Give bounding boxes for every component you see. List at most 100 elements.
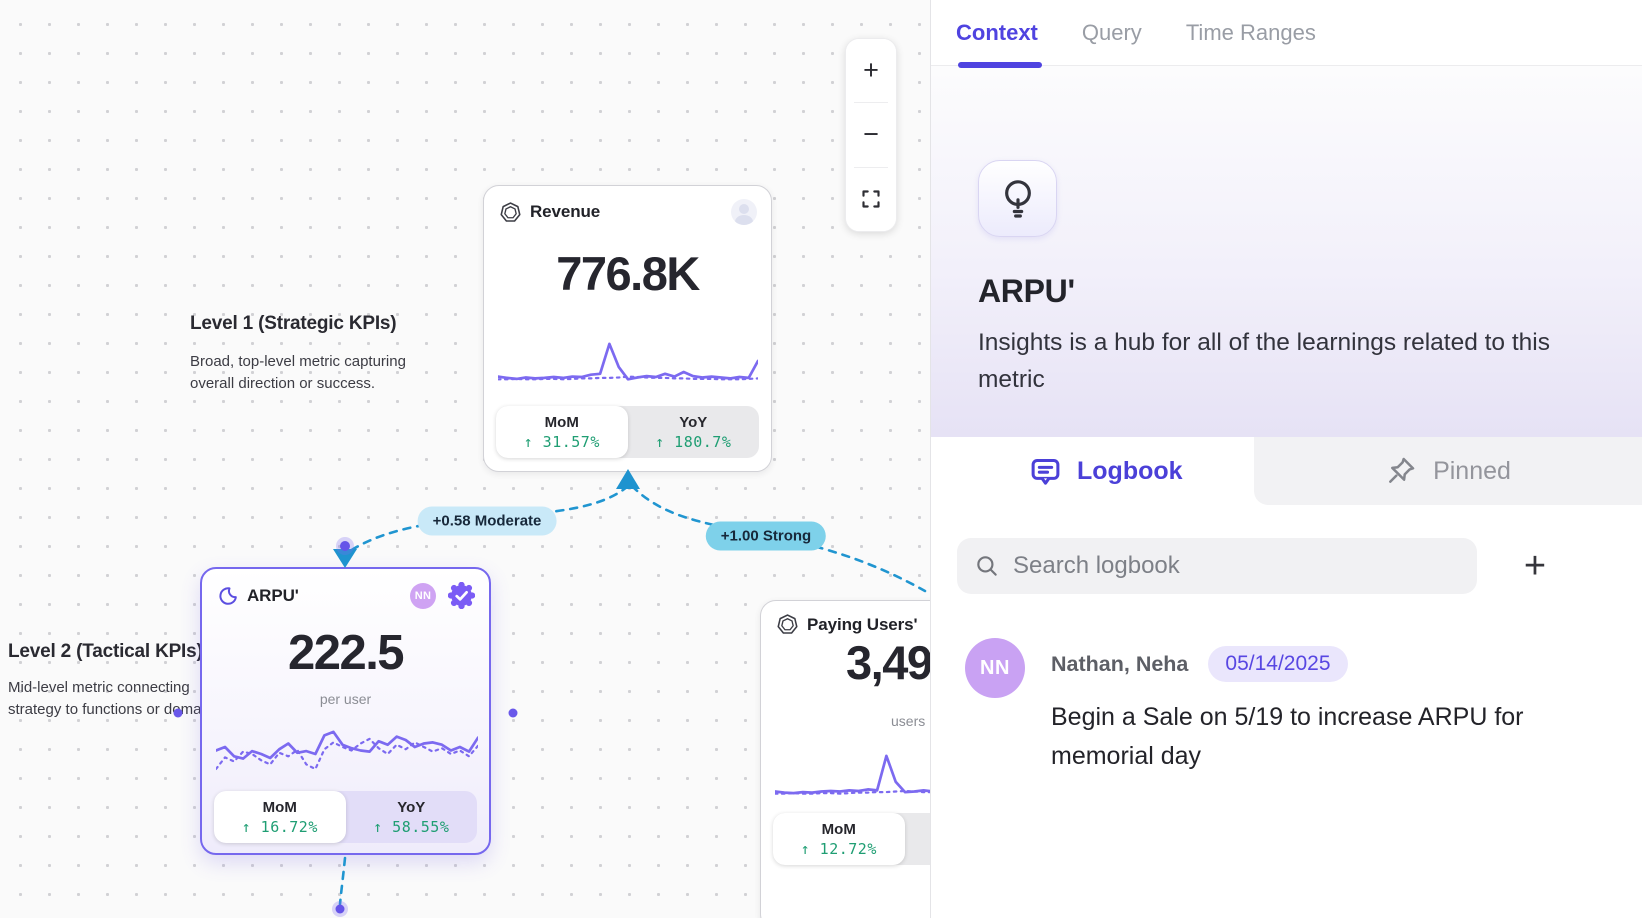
correlation-label-strong[interactable]: +1.00 Strong — [705, 521, 827, 551]
entry-author: Nathan, Neha — [1051, 651, 1189, 676]
arpu-card-header: ARPU' NN — [218, 582, 475, 609]
edge-arrow-into-arpu — [333, 549, 357, 568]
paying-users-footer: MoM ↑ 12.72% — [773, 813, 930, 865]
tab-query[interactable]: Query — [1081, 19, 1142, 45]
paying-users-yoy-toggle[interactable] — [905, 813, 931, 865]
logbook-pinned-tabs: Logbook Pinned — [931, 437, 1642, 505]
logbook-search-row: + — [957, 538, 1616, 594]
logbook-entry[interactable]: NN Nathan, Neha 05/14/2025 Begin a Sale … — [965, 638, 1616, 776]
mom-label: MoM — [544, 413, 579, 431]
search-box — [957, 538, 1477, 594]
revenue-mom-toggle[interactable]: MoM ↑ 31.57% — [496, 406, 628, 458]
metric-card-arpu[interactable]: ARPU' NN 222.5 per user MoM ↑ 16.72% — [200, 567, 491, 855]
arpu-value: 222.5 — [287, 626, 405, 680]
lightbulb-icon — [1004, 179, 1031, 218]
mom-value: ↑ 31.57% — [523, 432, 600, 451]
correlation-label-moderate[interactable]: +0.58 Moderate — [417, 506, 557, 536]
arpu-top-handle-halo — [336, 537, 354, 555]
revenue-owner-avatar — [731, 199, 757, 225]
entry-content: Nathan, Neha 05/14/2025 Begin a Sale on … — [1051, 638, 1616, 776]
fit-view-button[interactable] — [846, 167, 896, 231]
metric-hexagon-icon — [500, 201, 521, 222]
arpu-sparkline — [216, 730, 478, 771]
mom-value: ↑ 12.72% — [800, 839, 877, 858]
metric-card-paying-users[interactable]: Paying Users' 3,49 users MoM ↑ 12.72% — [760, 600, 930, 918]
level-2-description-line1: Mid-level metric connecting — [8, 679, 190, 696]
mom-value: ↑ 16.72% — [241, 817, 318, 836]
divider — [854, 102, 888, 104]
verified-badge-icon — [448, 582, 475, 609]
yoy-value: ↑ 58.55% — [373, 817, 450, 836]
revenue-value: 776.8K — [556, 247, 700, 300]
tab-pinned[interactable]: Pinned — [1254, 437, 1642, 505]
tab-context[interactable]: Context — [956, 19, 1038, 45]
paying-users-card-header: Paying Users' — [777, 614, 930, 635]
tab-time-ranges[interactable]: Time Ranges — [1185, 19, 1316, 45]
level-2-annotation[interactable]: Level 2 (Tactical KPIs) Mid-level metric… — [8, 641, 225, 721]
arpu-right-handle[interactable] — [508, 708, 518, 718]
metric-hexagon-icon — [777, 614, 798, 634]
level-1-description: Broad, top-level metric capturing overal… — [190, 353, 406, 392]
arpu-owner-badge: NN — [410, 582, 436, 609]
paying-users-card-title: Paying Users' — [807, 614, 918, 634]
arpu-mom-toggle[interactable]: MoM ↑ 16.72% — [214, 791, 346, 843]
level-1-annotation[interactable]: Level 1 (Strategic KPIs) Broad, top-leve… — [190, 313, 430, 395]
logbook-chat-icon — [1031, 458, 1060, 485]
pinned-label: Pinned — [1433, 456, 1511, 485]
paying-users-mom-toggle[interactable]: MoM ↑ 12.72% — [773, 813, 905, 865]
add-logbook-entry-button[interactable]: + — [1513, 544, 1557, 588]
metric-description: Insights is a hub for all of the learnin… — [978, 329, 1550, 393]
yoy-label: YoY — [679, 413, 708, 431]
arpu-bottom-handle[interactable] — [335, 904, 345, 914]
revenue-yoy-toggle[interactable]: YoY ↑ 180.7% — [628, 406, 760, 458]
metric-tree-canvas[interactable]: Level 1 (Strategic KPIs) Broad, top-leve… — [0, 0, 930, 918]
metric-card-revenue[interactable]: Revenue 776.8K MoM ↑ 31.57% YoY ↑ 180.7% — [483, 185, 772, 472]
entry-header: Nathan, Neha 05/14/2025 — [1051, 646, 1616, 682]
canvas-zoom-toolbar: + − — [845, 38, 897, 232]
mom-label: MoM — [821, 820, 856, 838]
search-logbook-input[interactable] — [1013, 552, 1477, 580]
arpu-unit: per user — [319, 691, 372, 707]
level-1-title: Level 1 (Strategic KPIs) — [190, 313, 397, 334]
logbook-label: Logbook — [1077, 456, 1183, 485]
metric-insights-hero: ARPU' Insights is a hub for all of the l… — [931, 66, 1642, 437]
person-icon — [739, 204, 749, 214]
level-2-title: Level 2 (Tactical KPIs) — [8, 641, 203, 662]
divider — [854, 166, 888, 168]
arpu-bottom-handle-halo — [332, 901, 348, 917]
arpu-card-title: ARPU' — [247, 585, 299, 605]
level-2-description-line2: strategy to functions or domains. — [8, 701, 225, 718]
arpu-footer: MoM ↑ 16.72% YoY ↑ 58.55% — [214, 791, 477, 843]
entry-date-badge: 05/14/2025 — [1208, 646, 1348, 682]
revenue-footer: MoM ↑ 31.57% YoY ↑ 180.7% — [496, 406, 759, 458]
panel-nav: Context Query Time Ranges — [931, 0, 1642, 68]
yoy-label: YoY — [397, 798, 426, 816]
logbook-content: + NN Nathan, Neha 05/14/2025 Begin a Sal… — [931, 505, 1642, 776]
entry-avatar: NN — [965, 638, 1025, 698]
insights-icon-tile — [978, 160, 1057, 237]
zoom-out-button[interactable]: − — [846, 103, 896, 167]
tab-logbook[interactable]: Logbook — [931, 437, 1254, 505]
revenue-card-title: Revenue — [530, 202, 601, 221]
person-icon — [735, 215, 753, 225]
arpu-yoy-toggle[interactable]: YoY ↑ 58.55% — [346, 791, 478, 843]
mom-label: MoM — [262, 798, 297, 816]
paying-users-value: 3,49 — [846, 636, 930, 689]
search-icon — [977, 556, 997, 576]
pushpin-icon — [1389, 457, 1415, 483]
fullscreen-icon — [862, 190, 880, 208]
arpu-top-handle[interactable] — [340, 541, 350, 551]
crescent-moon-icon — [219, 586, 237, 605]
paying-users-sparkline — [775, 754, 930, 795]
entry-text: Begin a Sale on 5/19 to increase ARPU fo… — [1051, 703, 1524, 770]
metric-title: ARPU' — [978, 273, 1075, 309]
zoom-in-button[interactable]: + — [846, 39, 896, 103]
edge-arrow-into-revenue — [616, 469, 640, 489]
revenue-sparkline — [498, 342, 758, 381]
paying-users-unit: users — [891, 713, 926, 729]
context-panel: Context Query Time Ranges ARPU' Insights… — [930, 0, 1642, 918]
yoy-value: ↑ 180.7% — [655, 432, 732, 451]
revenue-card-header: Revenue — [500, 199, 757, 225]
active-tab-underline — [958, 62, 1042, 68]
